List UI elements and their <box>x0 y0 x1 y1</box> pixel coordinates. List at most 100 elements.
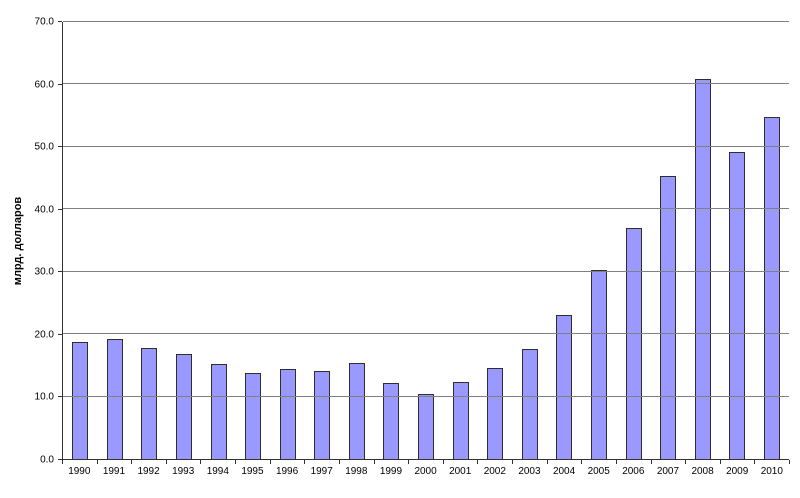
bar <box>521 348 538 459</box>
x-axis-tick <box>651 460 652 464</box>
bar-cell <box>409 22 444 459</box>
y-axis-tick <box>58 84 62 85</box>
x-axis-tick <box>754 460 755 464</box>
x-axis-tick <box>374 460 375 464</box>
x-axis-label: 1991 <box>102 466 126 477</box>
bar <box>452 382 469 459</box>
bar-cell <box>236 22 271 459</box>
x-axis-tick <box>616 460 617 464</box>
y-axis-tick-label: 70.0 <box>34 16 54 28</box>
bar-cell <box>340 22 375 459</box>
x-axis-tick <box>131 460 132 464</box>
y-axis-tick <box>58 271 62 272</box>
x-axis-label: 2001 <box>449 466 472 477</box>
x-axis-tick <box>477 460 478 464</box>
x-axis-label: 2000 <box>414 466 437 477</box>
bar <box>660 176 677 459</box>
bar <box>141 347 158 459</box>
bar <box>487 367 504 459</box>
bar <box>763 116 780 459</box>
bar-cell <box>270 22 305 459</box>
bar-cell <box>582 22 617 459</box>
x-axis-label: 1996 <box>275 466 299 477</box>
x-axis-tick <box>512 460 513 464</box>
x-axis-tick <box>789 460 790 464</box>
x-axis-tick <box>685 460 686 464</box>
bar <box>418 394 435 459</box>
bar-cell <box>720 22 755 459</box>
x-axis-tick <box>581 460 582 464</box>
x-axis-label: 2005 <box>587 466 610 477</box>
gridline <box>63 270 789 272</box>
gridline <box>63 395 789 397</box>
bar-cell <box>201 22 236 459</box>
bar <box>556 314 573 459</box>
bar <box>176 353 193 459</box>
x-axis-label: 2002 <box>483 466 506 477</box>
bar-cell <box>374 22 409 459</box>
x-axis-tick <box>408 460 409 464</box>
x-axis-label: 2004 <box>552 466 576 477</box>
gridline <box>63 333 789 335</box>
bar <box>72 341 89 459</box>
bar-cell <box>305 22 340 459</box>
bar <box>106 339 123 459</box>
gridline <box>63 83 789 85</box>
bar-cell <box>63 22 98 459</box>
y-axis-tick <box>58 209 62 210</box>
x-axis-tick <box>97 460 98 464</box>
x-axis-tick <box>200 460 201 464</box>
bar <box>210 364 227 459</box>
bar-cell <box>616 22 651 459</box>
x-axis-tick <box>62 460 63 464</box>
bar <box>694 78 711 459</box>
bar <box>729 151 746 459</box>
x-axis-label: 2009 <box>726 466 749 477</box>
gridline <box>63 21 789 22</box>
x-axis-tick <box>270 460 271 464</box>
bar-cell <box>132 22 167 459</box>
y-axis-tick-label: 50.0 <box>34 141 54 153</box>
y-axis-tick <box>58 21 62 22</box>
y-axis-tick-label: 30.0 <box>34 266 54 278</box>
bar <box>314 370 331 459</box>
bar <box>245 372 262 459</box>
gridline <box>63 208 789 210</box>
x-axis-tick <box>720 460 721 464</box>
x-axis-tick <box>304 460 305 464</box>
bar-cell <box>478 22 513 459</box>
x-axis-label: 1997 <box>310 466 333 477</box>
x-axis-label: 2006 <box>622 466 645 477</box>
y-axis-tick-label: 0.0 <box>40 454 54 466</box>
x-axis-label: 2010 <box>760 466 783 477</box>
x-axis-label: 2003 <box>518 466 541 477</box>
gridline <box>63 145 789 147</box>
y-axis-title: млрд. долларов <box>12 196 24 286</box>
y-axis-tick-label: 10.0 <box>34 391 54 403</box>
x-axis-label: 1999 <box>379 466 403 477</box>
bar-cell <box>547 22 582 459</box>
bar <box>625 228 642 459</box>
bar-cell <box>167 22 202 459</box>
y-axis-tick <box>58 146 62 147</box>
bar <box>590 269 607 459</box>
x-axis-tick <box>547 460 548 464</box>
bar <box>279 369 296 459</box>
bar-cell <box>651 22 686 459</box>
x-axis-label: 1998 <box>345 466 368 477</box>
x-axis-label: 1992 <box>137 466 160 477</box>
bar <box>348 362 365 459</box>
bar-cell <box>443 22 478 459</box>
bar-cell <box>685 22 720 459</box>
y-axis-tick <box>58 459 62 460</box>
bar-cell <box>755 22 790 459</box>
bar <box>383 383 400 459</box>
x-axis-label: 2007 <box>656 466 680 477</box>
y-axis-tick <box>58 334 62 335</box>
x-axis-label: 1993 <box>172 466 195 477</box>
bar-cell <box>513 22 548 459</box>
x-axis-tick <box>443 460 444 464</box>
x-axis-labels: 1990 1991 1992 1993 1994 1995 1996 1997 1998 1999… <box>62 466 789 477</box>
x-axis-label: 1990 <box>68 466 91 477</box>
